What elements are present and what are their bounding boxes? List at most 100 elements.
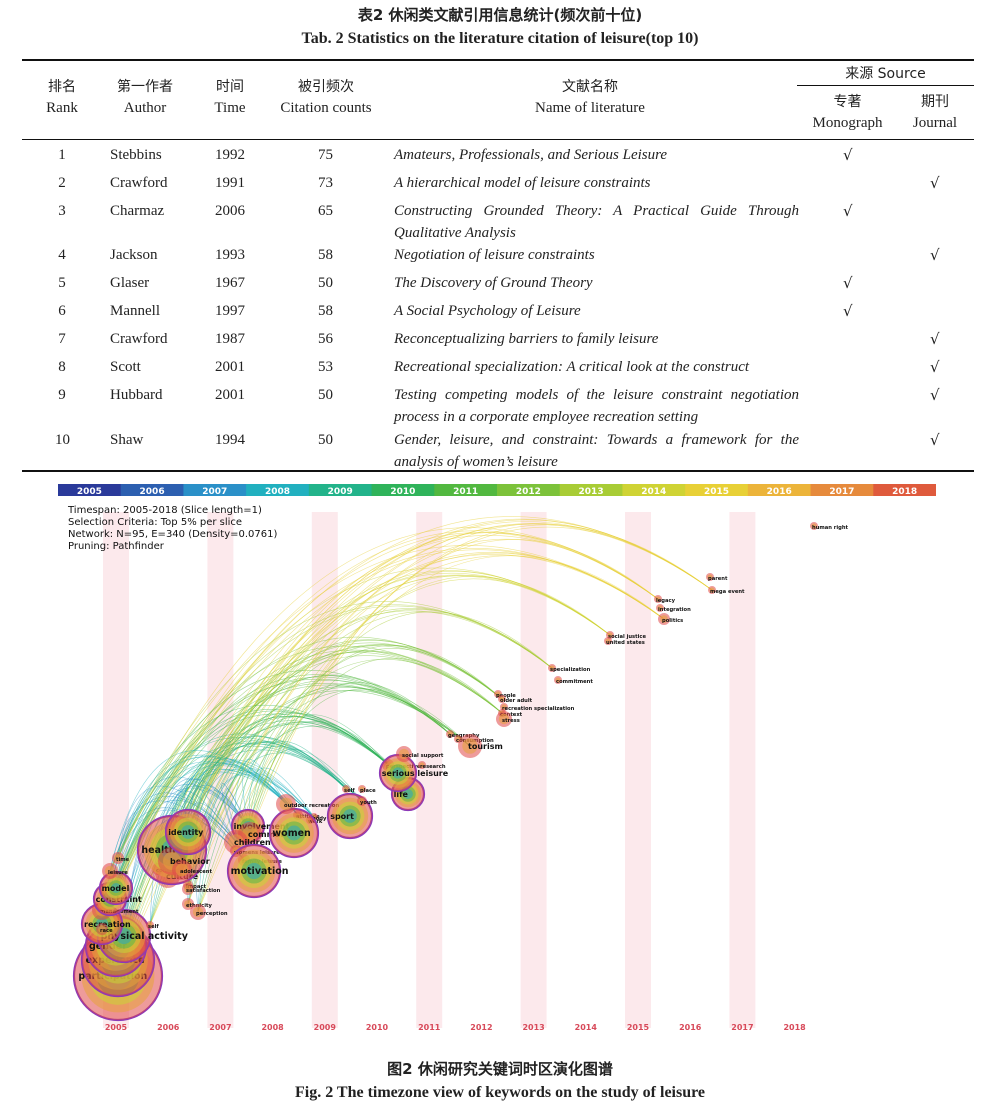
- keyword-node: time: [112, 852, 130, 864]
- cell-journal-check: √: [930, 386, 940, 404]
- cell-citations: 53: [318, 359, 333, 375]
- cell-rank: 1: [58, 147, 66, 163]
- cell-citations: 73: [318, 175, 333, 191]
- cell-monograph-check: √: [843, 302, 853, 320]
- citation-link: [247, 714, 389, 827]
- keyword-label: satisfaction: [186, 888, 221, 894]
- slice-year-label: 2017: [731, 1023, 753, 1032]
- colorbar-year-label: 2011: [453, 487, 478, 497]
- cell-time: 1993: [215, 247, 245, 263]
- header-monograph-cn: 专著: [833, 94, 862, 110]
- node-ring: [392, 767, 404, 779]
- header-journal-en: Journal: [912, 115, 958, 131]
- keyword-node: older adult: [498, 695, 533, 704]
- node-ring: [707, 574, 713, 580]
- node-ring: [498, 713, 510, 725]
- citation-link: [117, 785, 237, 859]
- header-name-cn: 文献名称: [562, 79, 618, 95]
- keyword-label: social support: [402, 753, 444, 759]
- cell-title: Testing competing models of the leisure …: [394, 387, 799, 425]
- cell-author: Charmaz: [110, 203, 165, 219]
- citation-link: [101, 604, 553, 911]
- cell-time: 2001: [215, 359, 245, 375]
- keyword-node: legacy: [654, 595, 676, 604]
- colorbar-year-label: 2007: [202, 487, 227, 497]
- colorbar-year-label: 2015: [704, 487, 729, 497]
- header-time: 时间 Time: [200, 76, 260, 117]
- keyword-node: politics: [658, 613, 683, 625]
- keyword-label: integration: [658, 607, 691, 613]
- table-bottom-rule: [22, 470, 974, 472]
- header-name-en: Name of literature: [535, 100, 645, 116]
- cell-monograph-check: √: [843, 146, 853, 164]
- keyword-label: women: [272, 828, 311, 839]
- year-color-band: [434, 484, 498, 496]
- slice-year-label: 2011: [418, 1023, 441, 1032]
- citation-link: [187, 538, 659, 905]
- keyword-label: specialization: [550, 667, 591, 673]
- keyword-label: youth: [360, 800, 377, 806]
- slice-year-label: 2007: [209, 1023, 231, 1032]
- year-color-band: [810, 484, 874, 496]
- keyword-label: parent: [708, 576, 728, 582]
- header-name: 文献名称 Name of literature: [440, 76, 740, 117]
- cell-author: Mannell: [110, 303, 160, 319]
- cell-author: Stebbins: [110, 147, 162, 163]
- colorbar-year-label: 2010: [390, 487, 415, 497]
- node-ring: [495, 691, 501, 697]
- cell-rank: 4: [58, 247, 66, 263]
- cell-time: 1967: [215, 275, 245, 291]
- keyword-label: mega event: [710, 589, 745, 595]
- keyword-label: model: [102, 884, 130, 893]
- node-ring: [181, 825, 195, 839]
- slice-year-label: 2015: [627, 1023, 650, 1032]
- slice-year-label: 2009: [314, 1023, 337, 1032]
- cell-author: Crawford: [110, 331, 168, 347]
- node-ring: [228, 834, 244, 850]
- citation-link: [242, 759, 287, 827]
- header-citations: 被引频次 Citation counts: [266, 76, 386, 117]
- keyword-node: self: [342, 785, 355, 794]
- citation-link: [235, 741, 347, 843]
- year-color-band: [497, 484, 561, 496]
- header-monograph: 专著 Monograph: [800, 91, 895, 132]
- node-ring: [111, 883, 121, 893]
- citation-link: [109, 704, 389, 872]
- node-ring: [709, 587, 715, 593]
- keyword-label: outdoor recreation: [284, 803, 339, 809]
- cell-rank: 10: [55, 432, 70, 448]
- table-caption-en: Tab. 2 Statistics on the literature cita…: [301, 30, 699, 47]
- node-ring: [447, 731, 453, 737]
- slice-year-label: 2014: [575, 1023, 598, 1032]
- keyword-node: perception: [190, 904, 228, 920]
- citation-link: [117, 737, 363, 859]
- node-ring: [184, 885, 192, 893]
- node-ring: [98, 925, 106, 933]
- year-color-band: [246, 484, 310, 496]
- cell-author: Hubbard: [110, 387, 163, 403]
- colorbar-year-label: 2013: [579, 487, 604, 497]
- cell-rank: 3: [58, 203, 66, 219]
- citation-link: [109, 674, 451, 900]
- cell-monograph-check: √: [843, 202, 853, 220]
- time-slice-stripe: [729, 512, 756, 1028]
- cell-time: 1997: [215, 303, 245, 319]
- node-ring: [147, 922, 153, 928]
- cell-title: Amateurs, Professionals, and Serious Lei…: [394, 147, 668, 163]
- header-citations-cn: 被引频次: [298, 79, 354, 95]
- cell-title: Recreational specialization: A critical …: [394, 359, 750, 375]
- keyword-node: women: [268, 807, 320, 859]
- keyword-node: stress: [496, 711, 520, 727]
- citation-link: [235, 721, 399, 843]
- colorbar-year-label: 2009: [328, 487, 353, 497]
- info-pruning: Pruning: Pathfinder: [68, 541, 164, 552]
- cell-time: 2006: [215, 203, 245, 219]
- keyword-label: sport: [330, 812, 354, 821]
- keyword-label: time: [116, 857, 130, 863]
- node-ring: [501, 704, 507, 710]
- citation-link: [249, 539, 659, 835]
- cell-journal-check: √: [930, 431, 940, 449]
- keyword-label: politics: [662, 618, 683, 624]
- citation-link: [221, 782, 249, 843]
- keyword-node: satisfaction: [182, 883, 221, 895]
